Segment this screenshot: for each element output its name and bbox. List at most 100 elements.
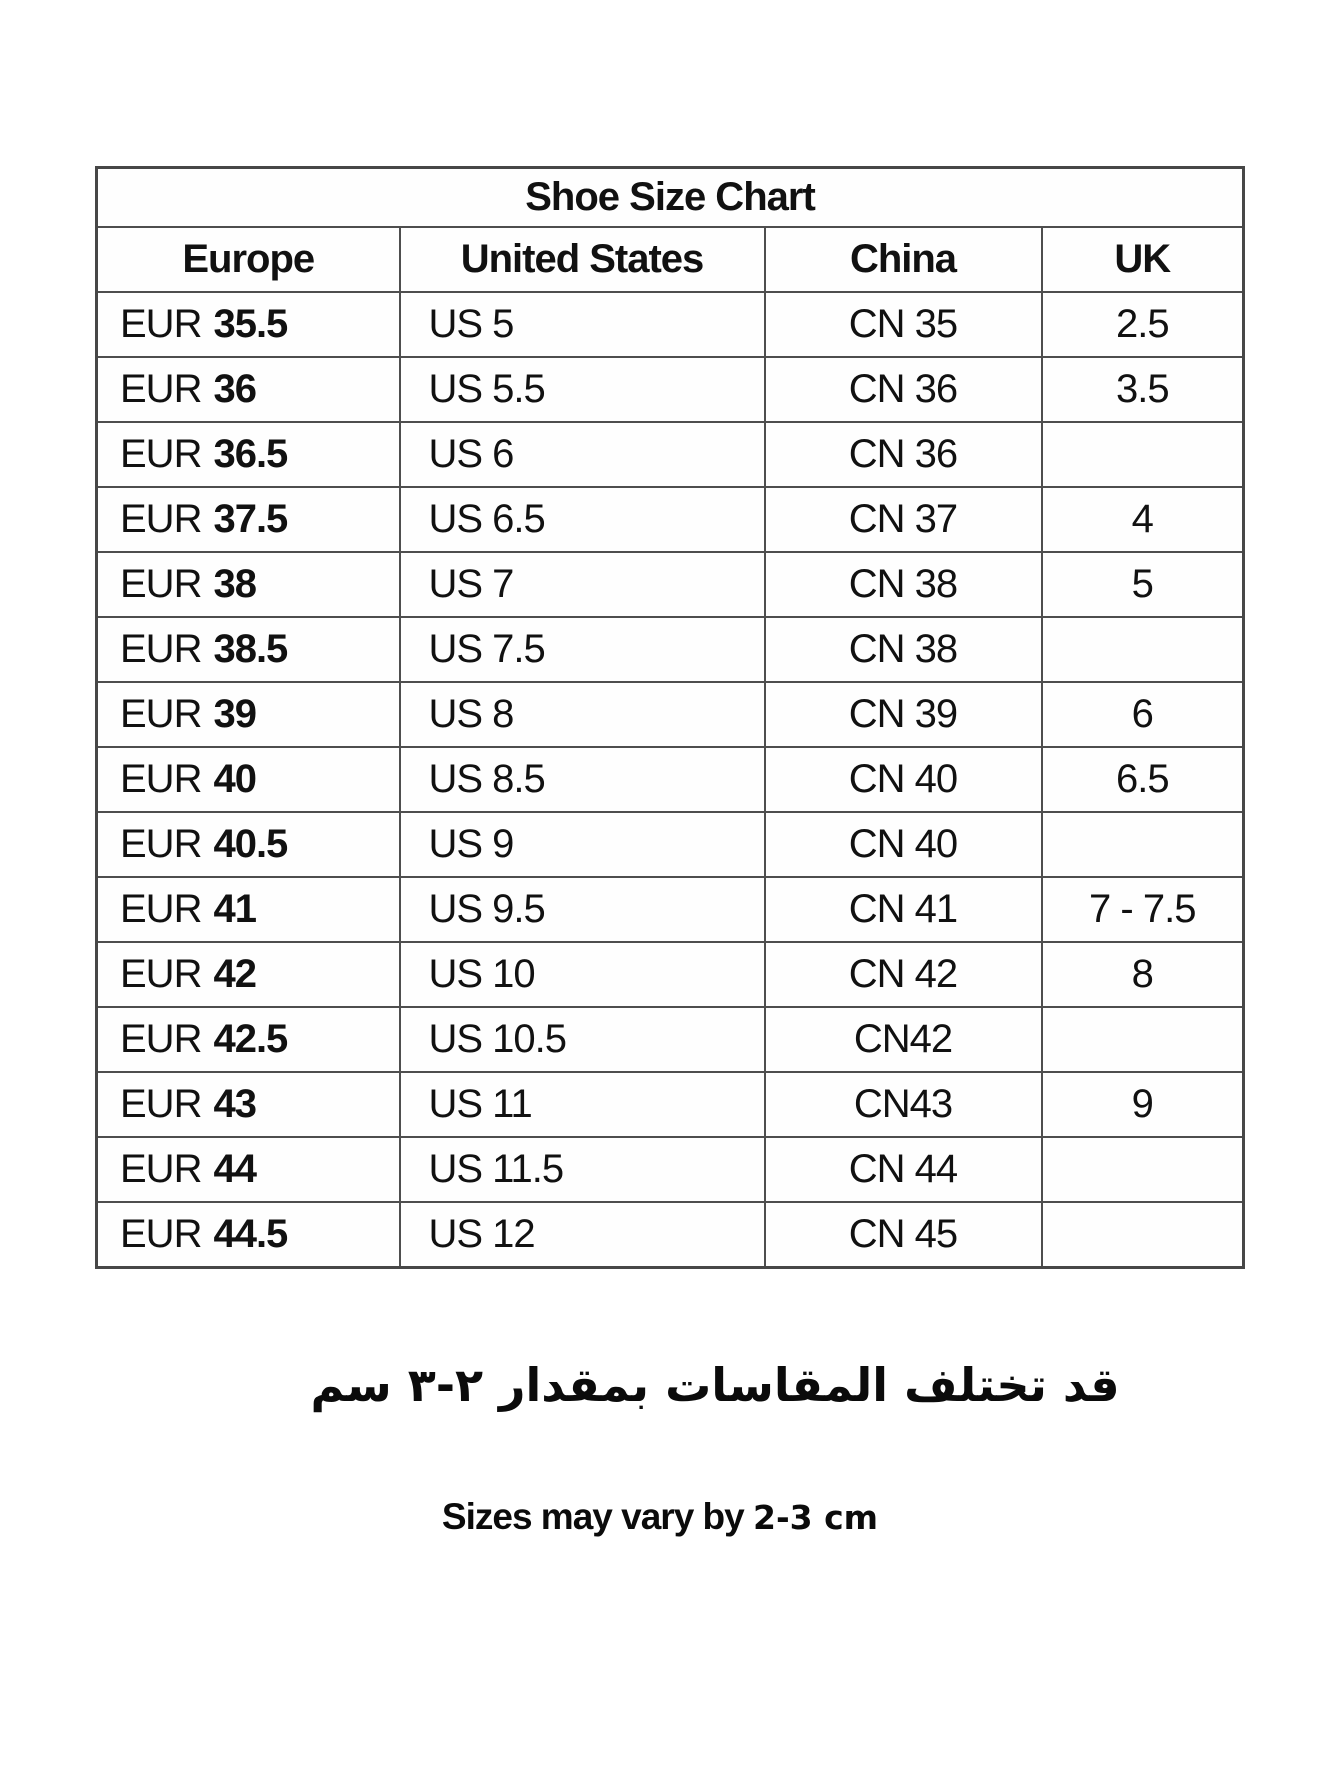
- table-row: EUR 38 US 7 CN 38 5: [95, 551, 1245, 618]
- eur-prefix: EUR: [120, 1212, 202, 1256]
- eur-prefix: EUR: [120, 562, 202, 606]
- uk-size-cell: 3.5: [1040, 356, 1245, 423]
- table-row: EUR 44.5 US 12 CN 45: [95, 1201, 1245, 1269]
- us-size-cell: US 5: [398, 291, 766, 358]
- header-row: Europe United States China UK: [95, 226, 1245, 293]
- cn-size-cell: CN 36: [763, 421, 1043, 488]
- arabic-note: قد تختلف المقاسات بمقدار ٢-٣ سم: [310, 1358, 1120, 1412]
- uk-size-cell: [1040, 1006, 1245, 1073]
- eur-size-cell: EUR 44: [95, 1136, 401, 1203]
- cn-size-cell: CN42: [763, 1006, 1043, 1073]
- header-europe: Europe: [95, 226, 401, 293]
- table-row: EUR 37.5 US 6.5 CN 37 4: [95, 486, 1245, 553]
- eur-size-value: 41: [213, 887, 256, 931]
- cn-size-cell: CN 40: [763, 811, 1043, 878]
- us-size-cell: US 6: [398, 421, 766, 488]
- us-size-cell: US 9: [398, 811, 766, 878]
- uk-size-cell: 7 - 7.5: [1040, 876, 1245, 943]
- title-row: Shoe Size Chart: [95, 166, 1245, 228]
- uk-size-cell: [1040, 811, 1245, 878]
- cn-size-cell: CN 45: [763, 1201, 1043, 1269]
- table-title: Shoe Size Chart: [95, 166, 1245, 228]
- uk-size-cell: 2.5: [1040, 291, 1245, 358]
- eur-size-cell: EUR 38.5: [95, 616, 401, 683]
- english-note-prefix: Sizes may vary by: [441, 1496, 754, 1537]
- uk-size-cell: [1040, 421, 1245, 488]
- uk-size-cell: 6: [1040, 681, 1245, 748]
- eur-prefix: EUR: [120, 302, 202, 346]
- eur-size-value: 36: [213, 367, 256, 411]
- eur-size-cell: EUR 41: [95, 876, 401, 943]
- uk-size-cell: 5: [1040, 551, 1245, 618]
- cn-size-cell: CN 42: [763, 941, 1043, 1008]
- eur-size-cell: EUR 44.5: [95, 1201, 401, 1269]
- us-size-cell: US 7: [398, 551, 766, 618]
- eur-size-cell: EUR 37.5: [95, 486, 401, 553]
- eur-prefix: EUR: [120, 497, 202, 541]
- english-note: Sizes may vary by 2-3 cm: [0, 1496, 1320, 1538]
- eur-size-cell: EUR 39: [95, 681, 401, 748]
- table-row: EUR 43 US 11 CN43 9: [95, 1071, 1245, 1138]
- eur-prefix: EUR: [120, 367, 202, 411]
- eur-size-value: 38: [213, 562, 256, 606]
- us-size-cell: US 11.5: [398, 1136, 766, 1203]
- header-uk: UK: [1040, 226, 1245, 293]
- english-note-value: 2-3 cm: [753, 1498, 879, 1537]
- eur-size-cell: EUR 36: [95, 356, 401, 423]
- eur-prefix: EUR: [120, 1147, 202, 1191]
- table-row: EUR 38.5 US 7.5 CN 38: [95, 616, 1245, 683]
- eur-size-cell: EUR 42: [95, 941, 401, 1008]
- eur-prefix: EUR: [120, 692, 202, 736]
- eur-prefix: EUR: [120, 822, 202, 866]
- eur-size-value: 36.5: [213, 432, 288, 476]
- us-size-cell: US 5.5: [398, 356, 766, 423]
- eur-prefix: EUR: [120, 627, 202, 671]
- table-row: EUR 42.5 US 10.5 CN42: [95, 1006, 1245, 1073]
- eur-size-value: 44.5: [213, 1212, 288, 1256]
- eur-prefix: EUR: [120, 1017, 202, 1061]
- uk-size-cell: [1040, 1201, 1245, 1269]
- eur-size-cell: EUR 40: [95, 746, 401, 813]
- us-size-cell: US 8: [398, 681, 766, 748]
- uk-size-cell: [1040, 616, 1245, 683]
- eur-size-cell: EUR 35.5: [95, 291, 401, 358]
- cn-size-cell: CN 38: [763, 551, 1043, 618]
- cn-size-cell: CN 35: [763, 291, 1043, 358]
- header-china: China: [763, 226, 1043, 293]
- eur-prefix: EUR: [120, 952, 202, 996]
- eur-size-cell: EUR 38: [95, 551, 401, 618]
- cn-size-cell: CN43: [763, 1071, 1043, 1138]
- eur-size-cell: EUR 42.5: [95, 1006, 401, 1073]
- table-row: EUR 44 US 11.5 CN 44: [95, 1136, 1245, 1203]
- cn-size-cell: CN 39: [763, 681, 1043, 748]
- cn-size-cell: CN 37: [763, 486, 1043, 553]
- us-size-cell: US 9.5: [398, 876, 766, 943]
- cn-size-cell: CN 36: [763, 356, 1043, 423]
- eur-size-cell: EUR 43: [95, 1071, 401, 1138]
- table-row: EUR 40 US 8.5 CN 40 6.5: [95, 746, 1245, 813]
- eur-size-value: 44: [213, 1147, 256, 1191]
- us-size-cell: US 10: [398, 941, 766, 1008]
- eur-size-value: 35.5: [213, 302, 288, 346]
- eur-size-cell: EUR 40.5: [95, 811, 401, 878]
- eur-size-value: 39: [213, 692, 256, 736]
- us-size-cell: US 10.5: [398, 1006, 766, 1073]
- uk-size-cell: 6.5: [1040, 746, 1245, 813]
- eur-size-value: 40: [213, 757, 256, 801]
- uk-size-cell: 9: [1040, 1071, 1245, 1138]
- us-size-cell: US 6.5: [398, 486, 766, 553]
- table-row: EUR 41 US 9.5 CN 41 7 - 7.5: [95, 876, 1245, 943]
- table-row: EUR 42 US 10 CN 42 8: [95, 941, 1245, 1008]
- eur-prefix: EUR: [120, 432, 202, 476]
- uk-size-cell: 8: [1040, 941, 1245, 1008]
- header-united-states: United States: [398, 226, 766, 293]
- cn-size-cell: CN 41: [763, 876, 1043, 943]
- table-row: EUR 40.5 US 9 CN 40: [95, 811, 1245, 878]
- cn-size-cell: CN 38: [763, 616, 1043, 683]
- us-size-cell: US 8.5: [398, 746, 766, 813]
- uk-size-cell: 4: [1040, 486, 1245, 553]
- us-size-cell: US 7.5: [398, 616, 766, 683]
- table-row: EUR 39 US 8 CN 39 6: [95, 681, 1245, 748]
- shoe-size-table: Shoe Size Chart Europe United States Chi…: [95, 166, 1246, 1269]
- uk-size-cell: [1040, 1136, 1245, 1203]
